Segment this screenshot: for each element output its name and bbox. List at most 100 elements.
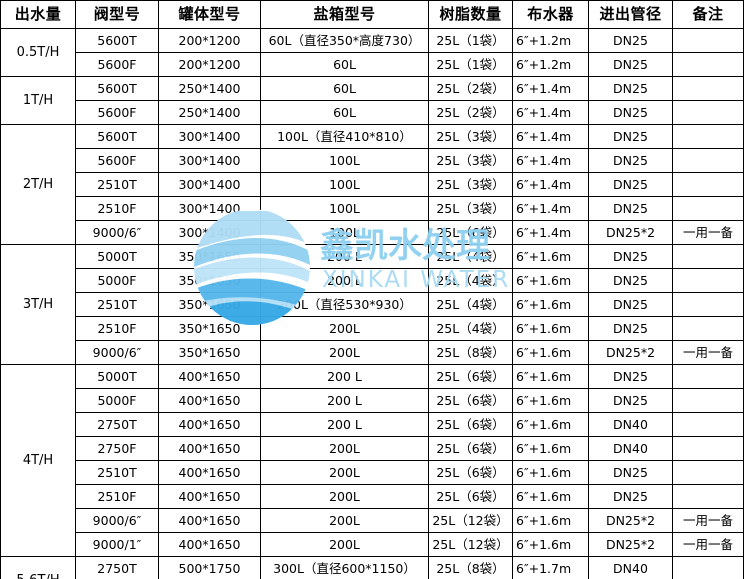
- cell-distributor: 6″+1.4m: [512, 124, 589, 149]
- cell-salt-tank-model: 200 L: [260, 388, 429, 413]
- cell-salt-tank-model: 100L: [260, 220, 429, 245]
- cell-tank-model: 400*1650: [158, 436, 261, 461]
- cell-pipe-diameter: DN25: [588, 76, 673, 101]
- cell-distributor: 6″+1.6m: [512, 460, 589, 485]
- cell-salt-tank-model: 100L: [260, 196, 429, 221]
- table-row: 5600F 200*1200 60L 25L（1袋） 6″+1.2m DN25: [1, 52, 744, 77]
- cell-note: 一用一备: [672, 220, 744, 245]
- cell-note: [672, 52, 744, 77]
- cell-distributor: 6″+1.2m: [512, 52, 589, 77]
- cell-pipe-diameter: DN25: [588, 28, 673, 53]
- cell-salt-tank-model: 200 L: [260, 268, 429, 293]
- cell-distributor: 6″+1.4m: [512, 196, 589, 221]
- cell-salt-tank-model: 200L: [260, 460, 429, 485]
- cell-note: [672, 244, 744, 269]
- table-row: 2T/H 5600T 300*1400 100L（直径410*810） 25L（3袋） 6…: [0, 124, 744, 245]
- cell-distributor: 6″+1.7m: [512, 556, 589, 579]
- column-header-resin: 树脂数量: [428, 0, 513, 29]
- cell-resin-quantity: 25L（6袋）: [428, 412, 513, 437]
- cell-flow: 4T/H: [0, 364, 76, 557]
- cell-valve-model: 5000F: [75, 388, 159, 413]
- table-row: 5000F 400*1650 200 L 25L（6袋） 6″+1.6m DN25: [1, 388, 744, 413]
- cell-tank-model: 350*1650: [158, 292, 261, 317]
- table-row: 2510T 300*1400 100L 25L（3袋） 6″+1.4m DN25: [1, 172, 744, 197]
- cell-pipe-diameter: DN25: [588, 388, 673, 413]
- cell-tank-model: 400*1650: [158, 532, 261, 557]
- cell-valve-model: 2510F: [75, 316, 159, 341]
- cell-note: [672, 316, 744, 341]
- cell-valve-model: 2750T: [75, 412, 159, 437]
- table-row: 0.5T/H 5600T 200*1200 60L（直径350*高度730） 25L（1…: [0, 28, 744, 77]
- cell-resin-quantity: 25L（6袋）: [428, 388, 513, 413]
- cell-resin-quantity: 25L（2袋）: [428, 76, 513, 101]
- cell-note: [672, 292, 744, 317]
- cell-note: [672, 28, 744, 53]
- cell-valve-model: 2510T: [75, 460, 159, 485]
- table-row: 1T/H 5600T 250*1400 60L 25L（2袋） 6″+1.4m DN25: [0, 76, 744, 125]
- cell-pipe-diameter: DN25: [588, 172, 673, 197]
- column-header-tank: 罐体型号: [158, 0, 261, 29]
- cell-flow: 3T/H: [0, 244, 76, 365]
- cell-valve-model: 5600F: [75, 52, 159, 77]
- cell-resin-quantity: 25L（6袋）: [428, 436, 513, 461]
- cell-valve-model: 2750T: [75, 556, 159, 579]
- table-row: 2510T 350*1650 200L（直径530*930） 25L（4袋） 6″+1.…: [1, 292, 744, 317]
- cell-valve-model: 5600F: [75, 148, 159, 173]
- cell-distributor: 6″+1.6m: [512, 340, 589, 365]
- cell-resin-quantity: 25L（4袋）: [428, 292, 513, 317]
- cell-valve-model: 9000/6″: [75, 508, 159, 533]
- cell-note: [672, 148, 744, 173]
- cell-salt-tank-model: 60L（直径350*高度730）: [260, 28, 429, 53]
- cell-pipe-diameter: DN25: [588, 316, 673, 341]
- cell-valve-model: 9000/6″: [75, 340, 159, 365]
- cell-pipe-diameter: DN25: [588, 364, 673, 389]
- table-row: 4T/H 5000T 400*1650 200 L 25L（6袋） 6″+1.6m DN25: [0, 364, 744, 557]
- cell-salt-tank-model: 200L: [260, 484, 429, 509]
- cell-valve-model: 2510T: [75, 172, 159, 197]
- cell-resin-quantity: 25L（1袋）: [428, 52, 513, 77]
- cell-resin-quantity: 25L（4袋）: [428, 268, 513, 293]
- cell-salt-tank-model: 100L（直径410*810）: [260, 124, 429, 149]
- cell-distributor: 6″+1.6m: [512, 412, 589, 437]
- cell-pipe-diameter: DN40: [588, 436, 673, 461]
- cell-resin-quantity: 25L（2袋）: [428, 100, 513, 125]
- cell-resin-quantity: 25L（3袋）: [428, 172, 513, 197]
- cell-salt-tank-model: 200L（直径530*930）: [260, 292, 429, 317]
- cell-valve-model: 5000T: [75, 244, 159, 269]
- cell-resin-quantity: 25L（4袋）: [428, 244, 513, 269]
- cell-tank-model: 350*1650: [158, 316, 261, 341]
- cell-salt-tank-model: 100L: [260, 148, 429, 173]
- cell-valve-model: 5600T: [75, 76, 159, 101]
- column-header-note: 备注: [672, 0, 744, 29]
- cell-salt-tank-model: 200L: [260, 508, 429, 533]
- cell-resin-quantity: 25L（1袋）: [428, 28, 513, 53]
- cell-distributor: 6″+1.6m: [512, 316, 589, 341]
- cell-distributor: 6″+1.4m: [512, 100, 589, 125]
- cell-note: [672, 556, 744, 579]
- cell-pipe-diameter: DN25: [588, 484, 673, 509]
- cell-note: 一用一备: [672, 340, 744, 365]
- table-row: 2750T 400*1650 200 L 25L（6袋） 6″+1.6m DN40: [1, 412, 744, 437]
- cell-tank-model: 500*1750: [158, 556, 261, 579]
- cell-tank-model: 350*1650: [158, 340, 261, 365]
- cell-pipe-diameter: DN25: [588, 100, 673, 125]
- table-row: 3T/H 5000T 350*1650 200 L 25L（4袋） 6″+1.6m DN25: [0, 244, 744, 365]
- cell-tank-model: 200*1200: [158, 28, 261, 53]
- cell-distributor: 6″+1.4m: [512, 172, 589, 197]
- cell-resin-quantity: 25L（12袋）: [428, 532, 513, 557]
- cell-distributor: 6″+1.6m: [512, 292, 589, 317]
- cell-resin-quantity: 25L（3袋）: [428, 124, 513, 149]
- cell-valve-model: 9000/6″: [75, 220, 159, 245]
- cell-pipe-diameter: DN25: [588, 52, 673, 77]
- cell-valve-model: 5000F: [75, 268, 159, 293]
- cell-distributor: 6″+1.6m: [512, 508, 589, 533]
- table-row: 2510F 400*1650 200L 25L（6袋） 6″+1.6m DN25: [1, 484, 744, 509]
- cell-pipe-diameter: DN25: [588, 244, 673, 269]
- cell-resin-quantity: 25L（6袋）: [428, 460, 513, 485]
- cell-pipe-diameter: DN25: [588, 148, 673, 173]
- cell-valve-model: 5600F: [75, 100, 159, 125]
- table-row: 9000/6″ 400*1650 200L 25L（12袋） 6″+1.6m DN25*2…: [1, 508, 744, 533]
- cell-note: [672, 412, 744, 437]
